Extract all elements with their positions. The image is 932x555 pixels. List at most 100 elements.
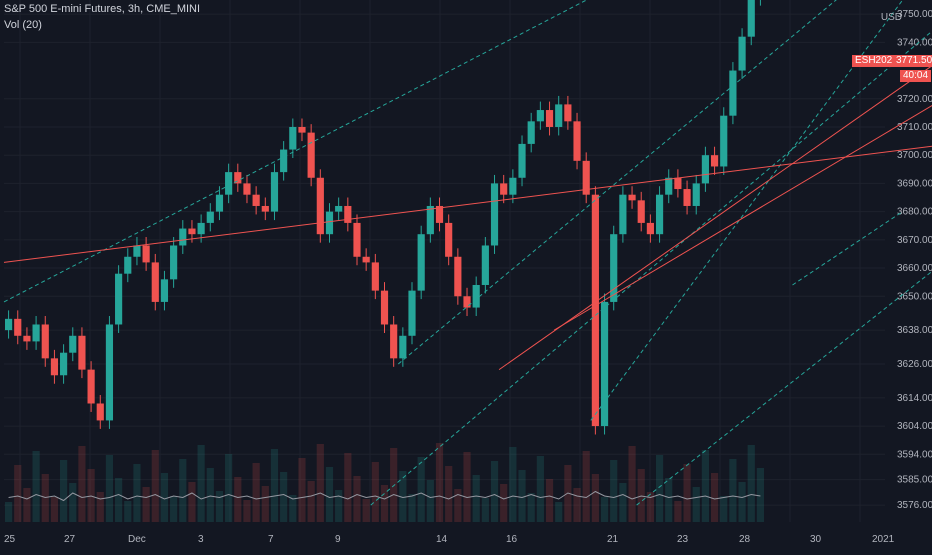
currency-label: USD	[880, 12, 902, 23]
volume-bar	[655, 455, 664, 522]
volume-bar	[683, 464, 691, 522]
x-tick-label: 21	[607, 534, 619, 545]
candle-body	[335, 205, 343, 212]
volume-bar	[509, 447, 517, 522]
candle-body	[399, 335, 407, 359]
candle-body	[78, 335, 86, 370]
trendline-teal	[636, 270, 932, 506]
y-tick-label: 3650.00	[897, 291, 932, 302]
candle-body	[225, 172, 233, 195]
x-tick-label: 2021	[872, 534, 895, 545]
volume-bar	[399, 471, 407, 522]
volume-bar	[96, 492, 104, 522]
candle-body	[481, 245, 489, 285]
y-tick-label: 3638.00	[897, 325, 932, 336]
candle-body	[683, 189, 691, 206]
volume-bar	[234, 477, 242, 522]
candle-body	[280, 149, 288, 173]
candle-body	[490, 183, 499, 246]
x-tick-label: 23	[677, 534, 689, 545]
volume-bar	[225, 454, 233, 522]
x-tick-label: 30	[810, 534, 822, 545]
y-tick-label: 3740.00	[897, 37, 932, 48]
candle-body	[454, 256, 462, 297]
y-tick-label: 3750.00	[897, 9, 932, 20]
candle-body	[545, 110, 554, 127]
volume-bar	[170, 496, 178, 522]
candle-body	[738, 36, 746, 71]
volume-bar	[124, 501, 132, 522]
candle-body	[729, 70, 737, 116]
candle-body	[610, 234, 618, 302]
candle-body	[32, 324, 40, 342]
volume-bar	[463, 452, 471, 522]
candle-body	[160, 279, 169, 302]
volume-bar	[261, 486, 269, 522]
trendline-red	[498, 65, 932, 371]
volume-bar	[445, 466, 453, 522]
volume-bar	[243, 500, 251, 522]
y-tick-label: 3690.00	[897, 178, 932, 189]
candle-body	[307, 132, 315, 178]
volume-bar	[69, 483, 77, 522]
y-tick-label: 3604.00	[897, 421, 932, 432]
volume-bar	[472, 475, 480, 522]
x-tick-label: 25	[4, 534, 16, 545]
volume-bar	[60, 460, 68, 522]
candle-body	[234, 172, 242, 184]
candle-body	[50, 358, 59, 376]
volume-bar	[756, 468, 764, 522]
volume-bar	[747, 445, 755, 522]
x-tick-label: 14	[436, 534, 448, 545]
candle-body	[417, 234, 425, 291]
volume-bar	[371, 462, 379, 522]
candle-body	[14, 318, 22, 336]
last-price-tag: 3771.50	[893, 55, 932, 67]
candle-body	[710, 155, 719, 167]
countdown-tag: 40:04	[900, 70, 932, 82]
candle-body	[325, 211, 334, 235]
candle-body	[435, 205, 444, 223]
volume-bar	[738, 482, 746, 522]
y-tick-label: 3700.00	[897, 150, 932, 161]
candle-body	[518, 143, 526, 178]
candle-body	[426, 205, 434, 235]
candle-body	[600, 301, 609, 427]
volume-bar	[646, 492, 654, 522]
candle-body	[674, 177, 682, 190]
candle-body	[380, 290, 389, 325]
candle-body	[747, 0, 755, 37]
candle-body	[105, 324, 114, 421]
x-tick-label: 27	[64, 534, 76, 545]
candle-body	[463, 296, 471, 308]
y-tick-label: 3626.00	[897, 359, 932, 370]
volume-bar	[610, 460, 618, 522]
y-tick-label: 3594.00	[897, 449, 932, 460]
volume-bar	[500, 484, 508, 522]
candle-body	[115, 273, 123, 325]
candle-body	[573, 121, 581, 161]
volume-bar	[115, 478, 123, 522]
volume-bar	[390, 448, 398, 522]
volume-bar	[573, 488, 581, 522]
candle-body	[362, 256, 370, 263]
volume-bar	[518, 470, 526, 522]
candle-body	[353, 222, 361, 257]
volume-indicator-label: Vol (20)	[4, 19, 42, 31]
candle-body	[206, 211, 214, 223]
trendline-teal	[792, 211, 903, 286]
candle-body	[261, 205, 269, 212]
volume-bar	[197, 445, 205, 522]
candle-body	[582, 160, 590, 195]
x-tick-label: 3	[198, 534, 204, 545]
y-tick-label: 3680.00	[897, 207, 932, 218]
candle-body	[591, 194, 599, 427]
volume-bar	[206, 468, 214, 522]
candle-body	[655, 194, 664, 235]
volume-bar	[362, 499, 370, 522]
chart-title: S&P 500 E-mini Futures, 3h, CME_MINI	[4, 3, 201, 15]
volume-bar	[14, 465, 22, 522]
x-tick-label: 16	[506, 534, 518, 545]
